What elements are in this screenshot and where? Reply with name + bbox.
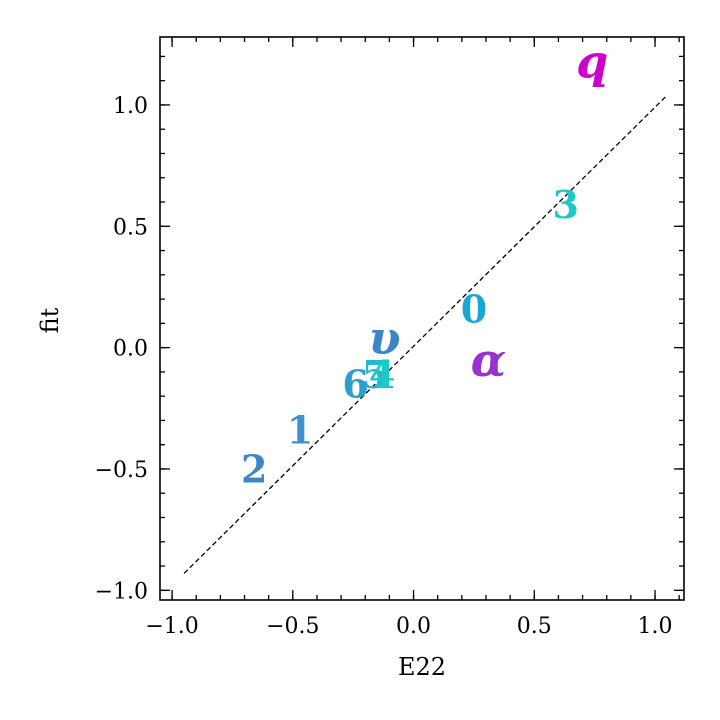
data-point-label: α [471,333,506,387]
plot-frame [159,36,685,601]
data-point-label: 5 [362,352,388,397]
y-tick-label: 0.5 [113,215,148,240]
data-point-label: 0 [461,286,487,331]
x-tick-label: −1.0 [145,614,198,639]
data-point-label: υ [369,311,401,365]
data-point-label: 6 [342,362,368,407]
tick-labels-layer: −1.0 −0.5 0.0 0.5 1.0 −1.0 −0.5 0.0 0.5 1.0 [95,94,673,639]
x-tick-label: 0.5 [517,614,552,639]
data-point-label: 4 [369,352,395,397]
y-axis-label: fit [36,307,64,333]
reference-line-layer [183,94,668,574]
data-point-label: 2 [241,446,267,491]
y-tick-label: 0.0 [113,337,148,362]
data-point-label: 3 [552,182,578,227]
x-tick-label: −0.5 [266,614,319,639]
y-tick-label: −1.0 [95,579,148,604]
reference-line [183,94,668,574]
data-point-label: 1 [287,408,313,453]
y-tick-label: −0.5 [95,458,148,483]
data-point-label: q [576,34,608,88]
x-tick-label: 0.0 [396,614,431,639]
y-tick-label: 1.0 [113,94,148,119]
x-tick-label: 1.0 [638,614,673,639]
ticks-layer [160,37,684,600]
x-axis-label: E22 [398,653,446,681]
